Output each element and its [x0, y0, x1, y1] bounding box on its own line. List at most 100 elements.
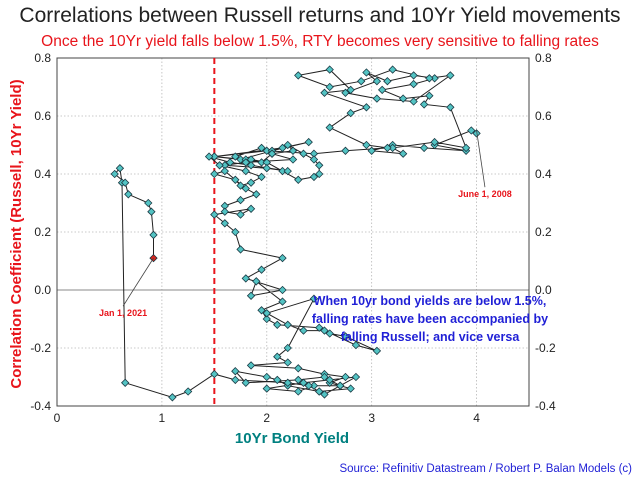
data-point — [262, 314, 271, 324]
data-point — [288, 155, 298, 164]
data-point — [115, 164, 125, 173]
data-point — [419, 143, 429, 153]
data-point — [252, 277, 261, 286]
data-point — [383, 77, 392, 86]
data-point — [278, 143, 287, 153]
annotation-leader — [476, 130, 486, 188]
y-tick-label-right: 0.2 — [535, 225, 552, 239]
y-tick-label-left: 0.2 — [34, 225, 51, 239]
data-point — [294, 375, 303, 385]
data-point — [446, 103, 455, 112]
data-point — [315, 323, 324, 332]
data-point — [273, 320, 282, 329]
data-point — [283, 343, 292, 353]
y-tick-label-right: 0.4 — [535, 167, 552, 181]
y-tick-label-right: 0.8 — [535, 51, 552, 65]
data-point — [257, 172, 266, 182]
data-point — [430, 137, 439, 147]
annotation-label: June 1, 2008 — [458, 189, 512, 199]
data-point — [124, 190, 133, 199]
data-point — [467, 126, 476, 135]
data-point — [309, 294, 319, 303]
data-point — [231, 375, 240, 385]
data-point — [461, 143, 471, 153]
data-point — [278, 297, 287, 306]
data-point — [299, 378, 308, 387]
data-point — [231, 152, 240, 161]
data-point — [341, 332, 350, 341]
data-point — [325, 329, 334, 338]
data-point — [288, 146, 298, 155]
y-tick-label-left: -0.4 — [30, 399, 51, 413]
grid — [56, 57, 529, 407]
data-point — [336, 381, 345, 390]
plot-frame — [56, 57, 530, 407]
data-point — [231, 367, 240, 376]
data-point — [472, 129, 481, 138]
data-point — [241, 158, 250, 167]
y-tick-label-right: -0.4 — [535, 399, 556, 413]
data-point — [236, 245, 245, 254]
data-point — [278, 285, 287, 295]
x-tick-label: 0 — [54, 411, 61, 425]
data-point — [262, 384, 271, 393]
data-point — [283, 140, 292, 150]
annotation-label: Jan 1, 2021 — [99, 308, 147, 318]
data-point — [241, 184, 250, 193]
data-point — [273, 375, 282, 385]
data-point — [377, 85, 387, 95]
data-point — [304, 381, 313, 390]
data-point — [121, 178, 130, 187]
data-point — [168, 393, 177, 402]
data-point — [315, 387, 324, 396]
data-point — [398, 149, 408, 158]
data-point — [325, 82, 334, 92]
data-point — [409, 71, 418, 80]
data-point — [299, 326, 308, 335]
data-point — [283, 378, 292, 387]
data-point — [283, 166, 292, 176]
data-point — [252, 190, 261, 199]
data-point — [425, 74, 434, 83]
data-point — [346, 108, 355, 118]
data-point — [262, 164, 271, 173]
y-tick-label-left: 0.6 — [34, 109, 51, 123]
data-point — [398, 94, 408, 103]
chart-subtitle: Once the 10Yr yield falls below 1.5%, RT… — [41, 33, 599, 50]
data-point — [283, 358, 292, 367]
data-point — [246, 291, 256, 300]
data-point — [149, 230, 158, 240]
data-point — [372, 346, 382, 356]
y-tick-label-left: 0.8 — [34, 51, 51, 65]
data-point — [383, 143, 392, 153]
data-point — [215, 161, 224, 170]
data-point — [241, 378, 250, 387]
data-point — [257, 143, 266, 153]
x-tick-label: 2 — [263, 411, 270, 425]
data-point — [362, 68, 371, 77]
source-note: Source: Refinitiv Datastream / Robert P.… — [339, 463, 632, 475]
y-tick-label-right: 0.0 — [535, 283, 552, 297]
data-point — [121, 378, 130, 387]
data-point — [294, 71, 303, 80]
data-point — [246, 361, 256, 370]
data-point — [236, 195, 245, 205]
y-tick-label-right: -0.2 — [535, 341, 556, 355]
data-point — [409, 79, 418, 89]
data-point — [241, 274, 250, 283]
data-point — [419, 100, 429, 109]
data-point — [446, 71, 455, 80]
data-point — [210, 210, 219, 219]
data-point — [204, 152, 214, 161]
data-point — [283, 320, 292, 329]
data-point — [388, 65, 397, 74]
data-point — [183, 387, 193, 396]
data-point — [278, 253, 287, 263]
data-point — [299, 149, 308, 158]
data-point — [246, 178, 256, 187]
x-tick-label: 1 — [159, 411, 166, 425]
data-point — [231, 227, 240, 237]
callout-line-2: falling rates have been accompanied by — [312, 312, 548, 326]
data-point — [357, 77, 366, 86]
